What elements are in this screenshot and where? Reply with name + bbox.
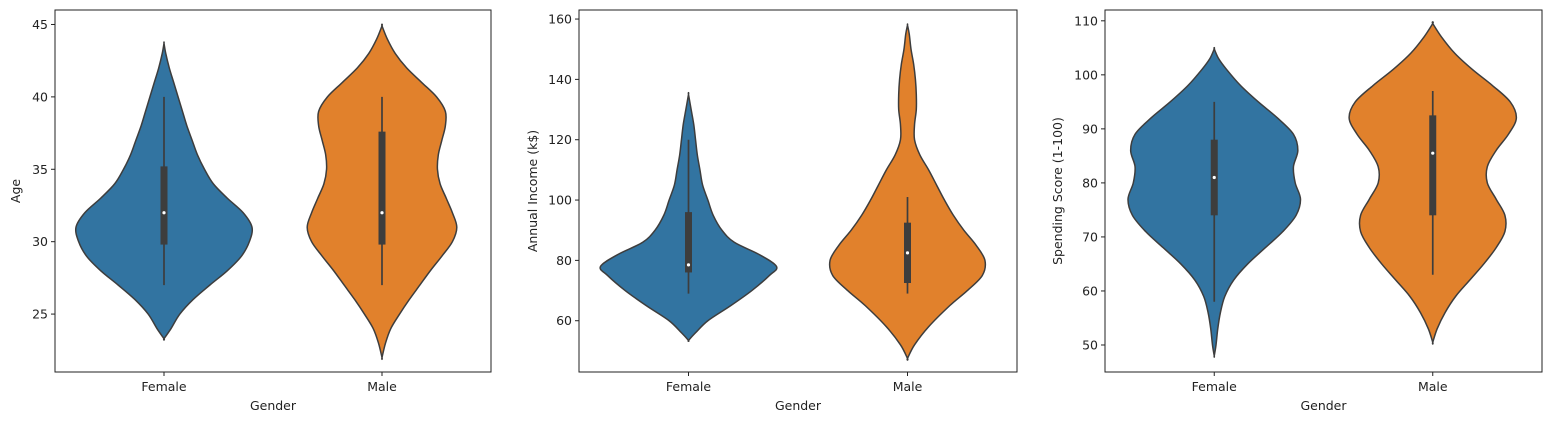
iqr-box	[685, 212, 692, 273]
y-tick-label: 50	[1082, 337, 1098, 352]
y-tick-label: 40	[32, 89, 48, 104]
plot-frame	[1104, 9, 1543, 373]
y-tick-label: 90	[1082, 121, 1098, 136]
y-tick-label: 30	[32, 234, 48, 249]
y-axis-label: Spending Score (1-100)	[1050, 117, 1065, 265]
x-tick-label: Female	[666, 379, 712, 394]
x-tick-label: Male	[893, 379, 923, 394]
y-tick-label: 80	[556, 253, 572, 268]
y-tick-label: 60	[1082, 283, 1098, 298]
y-tick-label: 160	[548, 12, 572, 27]
y-tick-label: 60	[556, 313, 572, 328]
x-axis-label: Gender	[775, 398, 822, 413]
x-tick-label: Male	[1418, 379, 1448, 394]
iqr-box	[1429, 115, 1437, 216]
x-tick-label: Male	[367, 379, 397, 394]
median-marker	[686, 263, 691, 267]
y-tick-label: 100	[1074, 67, 1098, 82]
x-tick-label: Female	[141, 379, 187, 394]
plot-frame	[578, 9, 1018, 373]
x-tick-label: Female	[1192, 379, 1238, 394]
x-axis-label: Gender	[250, 398, 297, 413]
median-marker	[1212, 175, 1216, 180]
median-marker	[380, 211, 384, 215]
iqr-box	[160, 166, 168, 245]
chart-panel-1: 25 30 35 40 45 Female Male Gender Age	[8, 9, 492, 413]
y-tick-label: 110	[1074, 13, 1098, 28]
median-marker	[162, 211, 166, 215]
y-axis-label: Annual Income (k$)	[525, 130, 540, 252]
y-tick-label: 70	[1082, 229, 1098, 244]
x-axis-label: Gender	[1300, 398, 1347, 413]
median-marker	[1431, 151, 1435, 155]
y-tick-label: 140	[548, 72, 572, 87]
y-tick-label: 80	[1082, 175, 1098, 190]
plot-frame	[54, 9, 492, 373]
iqr-box	[378, 131, 386, 245]
y-axis-label: Age	[8, 179, 23, 203]
median-marker	[905, 251, 910, 255]
violin-male	[828, 23, 987, 361]
y-tick-label: 120	[548, 132, 572, 147]
y-tick-label: 100	[548, 193, 572, 208]
y-tick-label: 45	[32, 17, 48, 32]
chart-panel-2: 60 80 100 120 140 160 Female Male Gender Annual I…	[525, 9, 1018, 413]
chart-panel-3: 50 60 70 80 90 100 110 Female Male Gender Spending…	[1050, 9, 1543, 413]
y-tick-label: 25	[32, 307, 48, 322]
y-tick-label: 35	[32, 162, 48, 177]
